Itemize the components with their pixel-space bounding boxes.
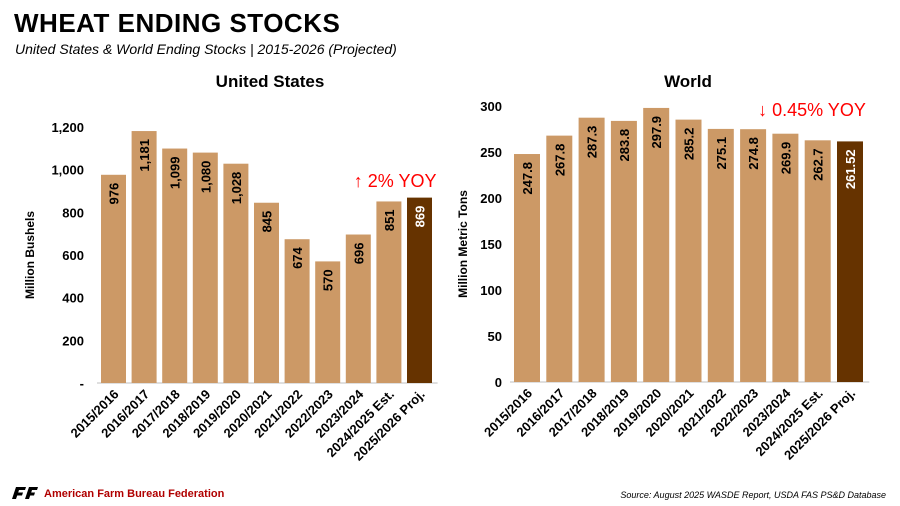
world-x-tick-label: 2021/2022 xyxy=(675,386,729,440)
world-data-label: 269.9 xyxy=(778,142,793,175)
us-y-axis-label: Million Bushels xyxy=(23,211,37,299)
us-bar xyxy=(376,201,402,383)
us-x-tick-label: 2023/2024 xyxy=(312,386,367,441)
us-y-tick-label: 1,000 xyxy=(51,163,84,178)
us-x-tick-label: 2016/2017 xyxy=(98,387,152,441)
world-y-tick-label: 50 xyxy=(488,329,502,344)
world-x-tick-label: 2016/2017 xyxy=(513,386,567,440)
world-bar xyxy=(643,107,670,382)
world-bar xyxy=(514,154,540,382)
world-data-label: 267.8 xyxy=(552,144,567,177)
world-data-label: 275.1 xyxy=(714,137,729,170)
chart-title-world: World xyxy=(664,72,712,91)
page-subtitle: United States & World Ending Stocks | 20… xyxy=(15,41,397,57)
world-bar xyxy=(675,119,702,382)
world-bar xyxy=(772,133,799,382)
world-x-tick-label: 2024/2025 Est. xyxy=(752,386,825,459)
us-data-label: 1,028 xyxy=(229,172,244,205)
us-data-label: 696 xyxy=(351,243,366,265)
us-x-tick-label: 2015/2016 xyxy=(68,387,122,441)
us-bar xyxy=(162,148,188,383)
world-bar xyxy=(740,129,767,382)
afbf-logo-icon xyxy=(12,487,38,499)
world-y-tick-label: 100 xyxy=(480,283,502,298)
world-data-label: 247.8 xyxy=(520,162,535,195)
chart-title-us: United States xyxy=(215,72,325,91)
us-y-tick-label: 800 xyxy=(62,205,84,220)
us-bar xyxy=(254,202,279,383)
us-yoy-annotation: ↑ 2% YOY xyxy=(354,171,437,191)
us-x-tick-label: 2018/2019 xyxy=(159,387,213,441)
us-data-label: 1,099 xyxy=(168,157,183,190)
page-title: WHEAT ENDING STOCKS xyxy=(14,8,341,38)
us-bar xyxy=(284,239,310,383)
world-data-label: 274.8 xyxy=(746,137,761,170)
world-data-label: 283.8 xyxy=(617,129,632,162)
world-y-tick-label: 200 xyxy=(480,191,502,206)
us-data-label: 570 xyxy=(321,269,336,291)
us-x-tick-label: 2020/2021 xyxy=(221,387,275,441)
us-data-label: 845 xyxy=(260,211,275,233)
us-bar xyxy=(345,234,371,383)
us-bar xyxy=(131,131,157,383)
us-y-tick-label: 1,200 xyxy=(51,120,84,135)
us-x-tick-label: 2025/2026 Proj. xyxy=(351,387,428,464)
us-y-tick-label: 600 xyxy=(62,248,84,263)
world-data-label: 285.2 xyxy=(682,128,697,161)
us-bar xyxy=(315,261,341,383)
us-data-label: 1,181 xyxy=(137,139,152,172)
world-bar xyxy=(610,120,637,383)
footer-source: Source: August 2025 WASDE Report, USDA F… xyxy=(620,490,886,500)
us-bar xyxy=(223,163,249,383)
world-yoy-annotation: ↓ 0.45% YOY xyxy=(758,100,866,120)
world-bar xyxy=(804,140,831,382)
us-x-tick-label: 2019/2020 xyxy=(190,387,244,441)
world-data-label: 261.52 xyxy=(843,149,858,189)
world-x-tick-label: 2018/2019 xyxy=(578,386,632,440)
world-data-label: 297.9 xyxy=(649,116,664,149)
world-data-label: 287.3 xyxy=(585,126,600,159)
us-bar xyxy=(407,197,432,383)
world-x-tick-label: 2020/2021 xyxy=(643,386,697,440)
us-bar xyxy=(101,174,126,383)
us-y-tick-label: 200 xyxy=(62,333,84,348)
world-bar xyxy=(578,117,605,383)
world-y-tick-label: 150 xyxy=(480,237,502,252)
world-x-tick-label: 2025/2026 Proj. xyxy=(781,386,858,463)
us-data-label: 1,080 xyxy=(198,161,213,194)
world-bar xyxy=(837,141,863,382)
us-x-tick-label: 2017/2018 xyxy=(129,387,183,441)
us-x-tick-label: 2022/2023 xyxy=(282,387,336,441)
world-x-tick-label: 2015/2016 xyxy=(481,386,535,440)
world-x-tick-label: 2019/2020 xyxy=(610,386,664,440)
world-bar xyxy=(546,135,573,382)
world-x-tick-label: 2023/2024 xyxy=(739,385,794,440)
world-y-tick-label: 0 xyxy=(495,375,502,390)
world-bar xyxy=(707,128,734,382)
world-y-tick-label: 300 xyxy=(480,99,502,114)
us-y-tick-label: - xyxy=(80,376,84,391)
us-bar xyxy=(192,152,218,383)
us-x-tick-label: 2021/2022 xyxy=(251,387,305,441)
us-data-label: 851 xyxy=(382,209,397,231)
us-data-label: 976 xyxy=(107,183,122,205)
footer-organization: American Farm Bureau Federation xyxy=(44,488,225,500)
us-y-tick-label: 400 xyxy=(62,291,84,306)
world-x-tick-label: 2017/2018 xyxy=(546,386,600,440)
world-data-label: 262.7 xyxy=(811,148,826,181)
us-x-tick-label: 2024/2025 Est. xyxy=(324,387,397,460)
world-y-tick-label: 250 xyxy=(480,145,502,160)
us-data-label: 674 xyxy=(290,246,305,268)
us-data-label: 869 xyxy=(413,206,428,228)
world-x-tick-label: 2022/2023 xyxy=(707,386,761,440)
world-y-axis-label: Million Metric Tons xyxy=(456,190,470,298)
